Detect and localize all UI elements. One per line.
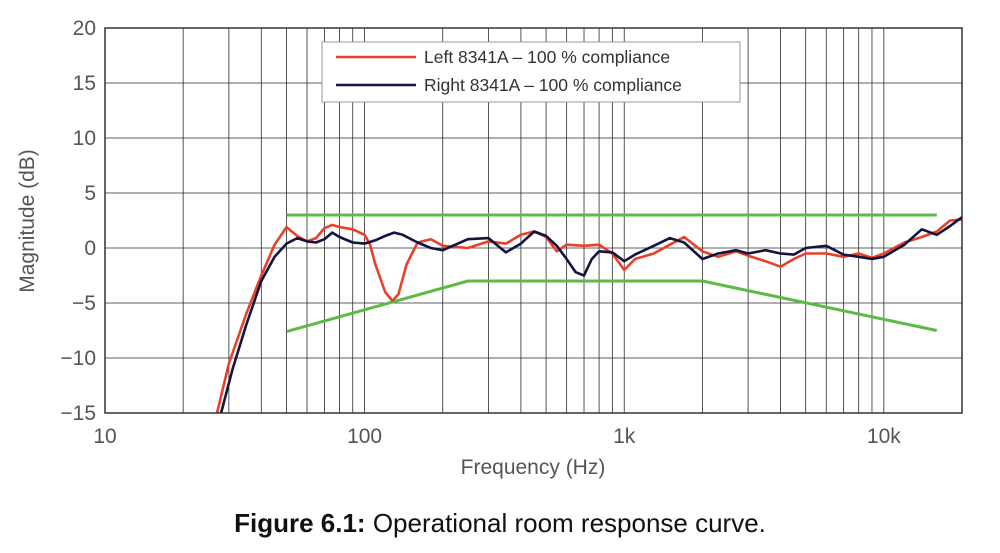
y-tick-label: −10 bbox=[60, 347, 96, 370]
y-tick-label: 15 bbox=[73, 72, 96, 95]
y-tick-label: 10 bbox=[73, 127, 96, 150]
legend-label: Right 8341A – 100 % compliance bbox=[424, 75, 682, 95]
x-tick-label: 100 bbox=[347, 425, 382, 448]
x-tick-label: 10k bbox=[867, 425, 901, 448]
caption-text: Operational room response curve. bbox=[372, 508, 766, 538]
legend: Left 8341A – 100 % compliance Right 8341A… bbox=[321, 41, 741, 103]
x-tick-label: 10 bbox=[93, 425, 116, 448]
y-tick-label: 0 bbox=[84, 237, 96, 260]
x-tick-label: 1k bbox=[613, 425, 636, 448]
x-axis-title: Frequency (Hz) bbox=[461, 456, 606, 479]
y-tick-label: −15 bbox=[60, 402, 96, 425]
tolerance-line-3 bbox=[286, 279, 938, 334]
figure-caption: Figure 6.1: Operational room response cu… bbox=[0, 508, 1000, 539]
y-tick-label: 20 bbox=[73, 17, 96, 40]
y-tick-label: −5 bbox=[72, 292, 96, 315]
legend-label: Left 8341A – 100 % compliance bbox=[424, 47, 670, 67]
series-layer bbox=[215, 213, 963, 414]
y-axis-title: Magnitude (dB) bbox=[16, 149, 39, 293]
plot-border bbox=[104, 27, 963, 414]
series-line-1 bbox=[219, 216, 963, 414]
y-tick-label: 5 bbox=[84, 182, 96, 205]
legend-box bbox=[321, 41, 741, 103]
caption-label: Figure 6.1: bbox=[234, 508, 366, 538]
